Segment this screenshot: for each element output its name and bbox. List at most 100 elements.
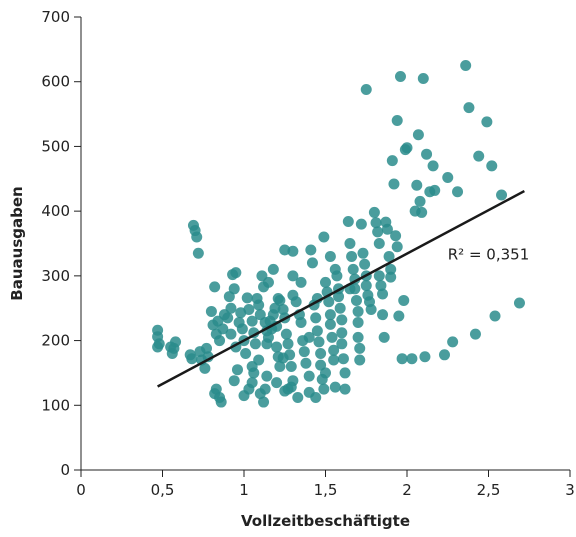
data-point [279,385,291,397]
data-point [328,344,340,356]
data-point [290,296,302,308]
data-point [205,305,217,317]
data-point [287,245,299,257]
data-point [469,328,481,340]
data-point [333,291,345,303]
x-axis-title: Vollzeitbeschäftigte [241,512,410,530]
x-tick-label: 0,5 [151,481,175,499]
data-point [411,179,423,191]
data-point [300,357,312,369]
data-point [258,396,270,408]
y-tick-label: 0 [60,461,70,479]
data-point [228,375,240,387]
data-point [310,392,322,404]
data-point [336,314,348,326]
data-point [225,302,237,314]
data-point [186,353,198,365]
data-point [277,352,289,364]
data-point [370,217,382,229]
data-point [292,392,304,404]
data-point [217,323,229,335]
data-point [306,257,318,269]
data-point [417,72,429,84]
data-point [201,342,213,354]
x-tick-label: 0 [76,481,86,499]
data-point [346,250,358,262]
data-point [473,150,485,162]
data-point [261,370,273,382]
y-tick-label: 400 [41,202,70,220]
data-points [152,60,525,408]
data-point [324,250,336,262]
data-point [365,304,377,316]
data-point [336,327,348,339]
data-point [442,171,454,183]
data-point [209,281,221,293]
data-point [460,60,472,72]
data-point [412,129,424,141]
x-ticks: 0 0,5 1 1,5 2 2,5 3 [76,470,575,499]
data-point [373,270,385,282]
data-point [391,241,403,253]
data-point [295,276,307,288]
data-point [385,271,397,283]
data-point [344,238,356,249]
data-point [339,383,351,395]
data-point [298,346,310,358]
data-point [355,218,367,230]
data-point [447,336,459,348]
data-point [347,263,359,275]
data-point [199,362,211,374]
data-point [352,316,364,328]
data-point [280,328,292,340]
data-point [236,323,248,335]
data-point [398,294,410,306]
data-point [320,276,331,288]
data-point [352,331,364,343]
data-point [209,388,221,400]
x-tick-label: 3 [565,481,575,499]
data-point [414,195,426,207]
data-point [377,288,389,300]
data-point [331,270,343,282]
data-point [328,354,340,366]
data-point [337,353,349,365]
data-point [481,116,493,128]
data-point [192,247,204,259]
data-point [303,370,315,382]
data-point [438,349,450,361]
data-point [230,267,242,279]
data-point [383,250,395,262]
data-point [259,383,271,395]
data-point [329,381,341,393]
data-point [377,309,389,321]
data-point [310,312,322,324]
y-tick-label: 300 [41,267,70,285]
data-point [375,280,387,292]
data-point [228,283,240,295]
data-point [378,331,390,343]
data-point [271,377,283,389]
data-point [191,231,203,243]
data-point [372,226,384,238]
data-point [267,263,279,275]
data-point [279,244,291,256]
data-point [368,206,380,218]
data-point [350,294,362,306]
data-point [486,160,498,172]
data-point [231,364,243,376]
data-point [381,223,393,235]
data-point [342,215,354,227]
data-point [277,304,289,316]
data-point [274,294,286,306]
data-point [391,115,403,127]
data-point [152,341,164,353]
data-point [336,338,348,350]
data-point [295,316,307,328]
data-point [287,270,299,282]
data-point [282,338,294,350]
data-point [318,231,330,243]
data-point [271,341,283,353]
x-tick-label: 2 [402,481,412,499]
